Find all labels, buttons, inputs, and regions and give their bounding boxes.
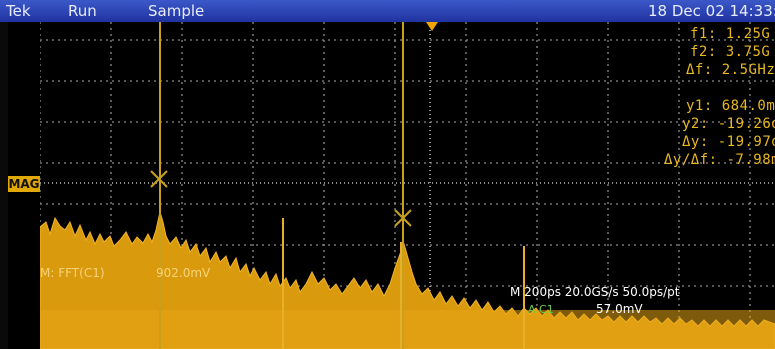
cursor-2: [394, 22, 412, 349]
trigger-coupling-label: A C1: [528, 303, 554, 316]
cursor-1: [150, 22, 168, 349]
cursor-delta-y-over-delta-f-readout: Δy/Δf: -7.98m: [664, 152, 775, 168]
brand-label: Tek: [6, 2, 31, 20]
cursor-y1-readout: y1: 684.0m: [686, 98, 775, 114]
timebase-readout: M 200ps 20.0GS/s 50.0ps/pt: [510, 285, 680, 299]
waveform-channel-label: M: FFT(C1): [40, 266, 105, 280]
trigger-level-label: 57.0mV: [596, 302, 643, 316]
cursor-y2-readout: y2: -19.26d: [682, 116, 775, 132]
status-bar: Tek Run Sample 18 Dec 02 14:33:2: [0, 0, 775, 22]
reference-marker[interactable]: MAG: [8, 176, 40, 192]
waveform-scale-label: 902.0mV: [156, 266, 211, 280]
graticule-vertical-lines: [40, 22, 751, 349]
fft-waveform: [40, 210, 775, 349]
cursor-f2-readout: f2: 3.75G: [690, 44, 771, 60]
graticule: [40, 22, 775, 349]
cursor-f1-readout: f1: 1.25G: [690, 26, 771, 42]
left-edge-strip: [0, 22, 8, 349]
acquisition-mode-label[interactable]: Sample: [148, 2, 205, 20]
cursor-delta-f-readout: Δf: 2.5GHz: [686, 62, 775, 78]
datetime-label: 18 Dec 02 14:33:2: [648, 2, 775, 20]
run-state-label[interactable]: Run: [68, 2, 97, 20]
trigger-position-marker: [426, 22, 438, 31]
cursor-delta-y-readout: Δy: -19.97d: [682, 134, 775, 150]
